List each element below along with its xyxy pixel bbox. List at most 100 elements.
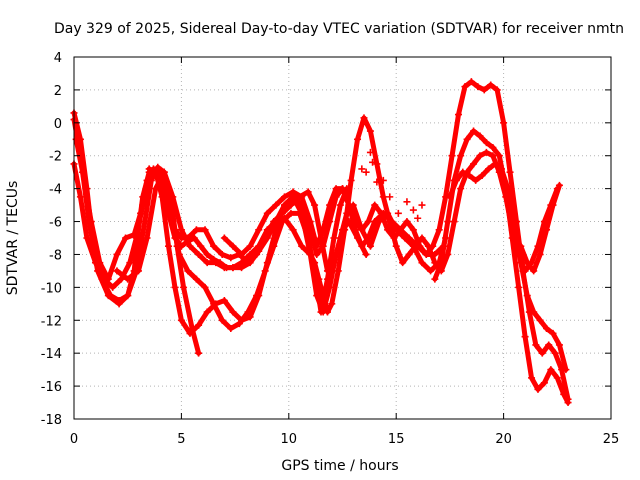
data-point (457, 185, 465, 193)
data-point (171, 234, 179, 242)
data-point (371, 201, 379, 209)
data-point (210, 255, 218, 263)
data-point (506, 168, 514, 176)
data-point (238, 250, 246, 258)
data-point (360, 114, 368, 122)
data-point (152, 168, 160, 176)
series-sat-track-6 (145, 114, 561, 316)
y-tick-label: -6 (49, 216, 62, 231)
data-point (358, 165, 366, 173)
data-point (134, 267, 142, 275)
data-point (304, 188, 312, 196)
series-scatter-fragments (358, 148, 426, 222)
data-point (429, 242, 437, 250)
data-point (485, 165, 493, 173)
data-point (366, 242, 374, 250)
data-point (203, 259, 211, 267)
data-point (530, 308, 538, 316)
data-point (229, 308, 237, 316)
data-point (246, 259, 254, 267)
data-point (195, 349, 203, 357)
data-point (497, 165, 505, 173)
y-tick-label: -2 (49, 150, 62, 165)
x-axis-label: GPS time / hours (281, 458, 398, 474)
y-tick-label: -4 (49, 183, 62, 198)
data-point (319, 242, 327, 250)
data-point (459, 168, 467, 176)
data-point (538, 349, 546, 357)
data-point (446, 193, 454, 201)
data-point (203, 308, 211, 316)
data-point (317, 308, 325, 316)
data-point (124, 275, 132, 283)
data-point (323, 308, 331, 316)
data-point (334, 267, 342, 275)
data-point (470, 160, 478, 168)
data-point (79, 168, 87, 176)
data-point (510, 218, 518, 226)
data-point (553, 374, 561, 382)
data-point (504, 185, 512, 193)
data-point (549, 201, 557, 209)
data-point (418, 234, 426, 242)
data-point (510, 234, 518, 242)
data-point (253, 292, 261, 300)
data-point (143, 234, 151, 242)
data-point (311, 259, 319, 267)
data-point (373, 160, 381, 168)
y-tick-label: -18 (41, 413, 62, 428)
data-point (457, 152, 465, 160)
data-point (122, 234, 130, 242)
data-point (371, 218, 379, 226)
data-point (474, 83, 482, 91)
x-tick-label: 5 (177, 432, 185, 447)
x-tick-label: 20 (495, 432, 512, 447)
data-point (369, 158, 377, 166)
data-point (444, 250, 452, 258)
data-point (190, 234, 198, 242)
data-point (306, 218, 314, 226)
y-tick-label: -12 (41, 314, 62, 329)
data-point (528, 374, 536, 382)
data-point (192, 275, 200, 283)
data-point (201, 283, 209, 291)
data-point (515, 283, 523, 291)
x-tick-label: 25 (603, 432, 620, 447)
data-point (560, 390, 568, 398)
data-point (373, 178, 381, 186)
data-point (109, 283, 117, 291)
data-point (281, 201, 289, 209)
data-point (489, 144, 497, 151)
x-tick-labels: 0 5 10 15 20 25 (70, 432, 619, 447)
data-point (444, 218, 452, 226)
data-point (244, 308, 252, 316)
data-point (405, 234, 413, 242)
y-tick-label: -16 (41, 380, 62, 395)
data-point (165, 209, 173, 217)
data-point (364, 218, 372, 226)
data-point (315, 275, 323, 283)
data-point (177, 316, 185, 324)
data-point (351, 218, 359, 226)
y-tick-label: -8 (49, 248, 62, 263)
data-point (184, 267, 192, 275)
data-point (489, 152, 497, 160)
data-point (409, 206, 417, 214)
series-sat-track-9 (446, 160, 570, 374)
data-point (366, 148, 374, 156)
y-tick-label: 2 (54, 84, 62, 99)
data-point (270, 242, 278, 250)
data-point (354, 135, 362, 143)
data-point (238, 264, 246, 272)
data-point (330, 259, 338, 267)
data-point (549, 329, 557, 337)
data-point (470, 127, 478, 135)
y-tick-label: 4 (54, 51, 62, 66)
data-point (145, 165, 153, 173)
data-point (218, 250, 226, 258)
data-point (465, 171, 473, 179)
data-point (246, 313, 254, 321)
data-point (152, 185, 160, 193)
data-point (332, 185, 340, 193)
data-point (216, 259, 224, 267)
